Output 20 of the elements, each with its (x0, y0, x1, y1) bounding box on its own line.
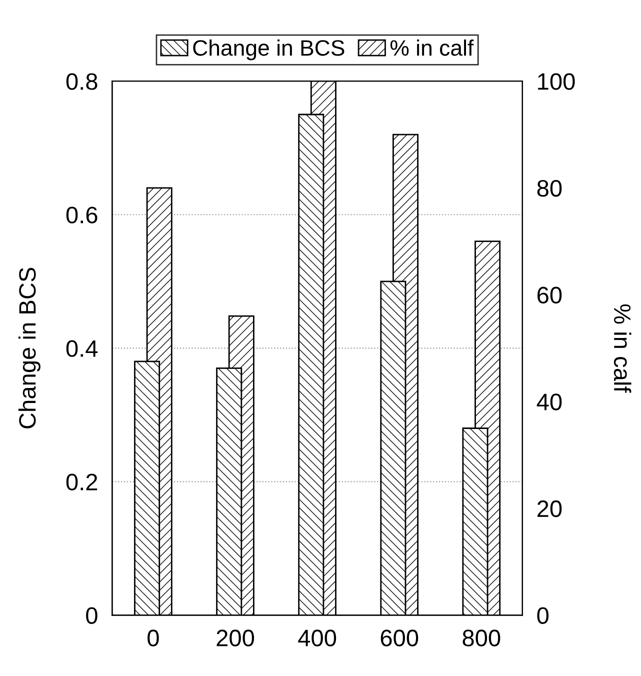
y2-tick-label: 100 (538, 73, 575, 90)
y2-tick-label: 40 (536, 394, 562, 410)
x-tick-label: 800 (462, 630, 500, 646)
y-tick-label: 0.6 (66, 206, 98, 224)
y-tick-label: 0.2 (66, 474, 98, 490)
y2-tick-label: 20 (537, 500, 562, 518)
x-tick-label: 0 (148, 630, 159, 646)
y-tick-label: 0.8 (66, 73, 98, 90)
y-tick-label: 0.4 (66, 340, 98, 357)
y2-axis-title: % in calf (614, 304, 632, 393)
y-axis-title: Change in BCS (18, 268, 40, 428)
legend-label: % in calf (390, 40, 474, 56)
y2-tick-label: 80 (537, 180, 562, 197)
legend-label: Change in BCS (193, 40, 344, 60)
y-tick-label: 0 (86, 607, 98, 624)
x-tick-label: 400 (298, 630, 336, 646)
y2-tick-label: 0 (537, 607, 549, 624)
x-tick-label: 200 (216, 630, 254, 646)
x-tick-label: 600 (380, 630, 418, 646)
y2-tick-label: 60 (538, 286, 562, 304)
